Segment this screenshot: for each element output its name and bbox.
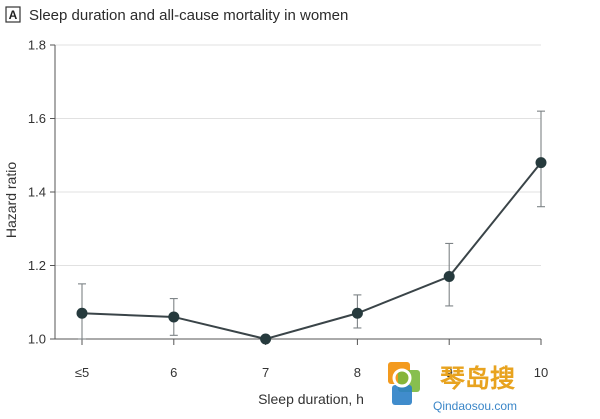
y-tick-label: 1.6	[28, 111, 46, 126]
x-axis-ticks: ≤5 6 7 8 9 10	[75, 339, 548, 380]
x-tick-label: ≤5	[75, 365, 89, 380]
x-axis-title: Sleep duration, h	[258, 391, 364, 407]
series-line	[81, 161, 542, 341]
x-tick-label: 9	[446, 365, 453, 380]
data-point	[76, 307, 88, 319]
y-tick-label: 1.2	[28, 258, 46, 273]
y-tick-label: 1.8	[28, 38, 46, 53]
data-point	[260, 333, 272, 345]
panel-label: A	[5, 6, 21, 23]
chart-title: Sleep duration and all-cause mortality i…	[29, 7, 348, 24]
x-tick-label: 10	[534, 365, 548, 380]
y-axis-ticks: 1.0 1.2 1.4 1.6 1.8	[28, 38, 55, 347]
watermark-title: 琴岛搜	[440, 364, 515, 393]
panel-letter: A	[9, 8, 18, 22]
watermark-logo-icon	[388, 362, 420, 405]
watermark: 琴岛搜 Qindaosou.com	[388, 362, 517, 413]
panel-label-box	[5, 6, 21, 23]
watermark-logo-blue-square	[392, 385, 412, 405]
watermark-url: Qindaosou.com	[433, 399, 517, 413]
data-point	[535, 157, 547, 169]
x-tick-label: 6	[170, 365, 177, 380]
data-points	[76, 157, 547, 345]
error-bars	[78, 110, 545, 340]
x-tick-label: 7	[262, 365, 269, 380]
y-tick-label: 1.4	[28, 185, 46, 200]
data-point	[443, 271, 455, 283]
data-point	[168, 311, 180, 323]
y-axis-title: Hazard ratio	[3, 162, 19, 238]
data-point	[351, 307, 363, 319]
grid-lines	[55, 44, 541, 340]
y-tick-label: 1.0	[28, 332, 46, 347]
watermark-logo-ring	[392, 368, 412, 388]
x-tick-label: 8	[354, 365, 361, 380]
